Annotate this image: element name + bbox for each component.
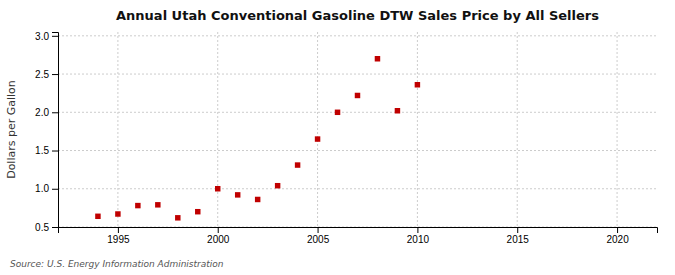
x-grid-line <box>617 32 618 227</box>
y-axis-tick-label: 1.5 <box>35 145 49 156</box>
x-axis-tick-label: 2015 <box>507 234 530 245</box>
grid <box>58 32 657 227</box>
x-axis-tick-label: 2005 <box>307 234 330 245</box>
x-axis-tick: 2010 <box>407 227 430 245</box>
x-axis: 1995 2000 2005 2010 2015 2020 <box>59 227 658 245</box>
y-axis-tick: 2.5 <box>35 69 58 80</box>
point <box>415 82 420 87</box>
x-axis-tick-mark <box>517 227 518 233</box>
y-axis-tick-label: 1.0 <box>35 183 49 194</box>
y-axis-tick-mark <box>52 36 58 37</box>
x-axis-tick-label: 2000 <box>207 234 230 245</box>
x-axis-tick-mark <box>318 227 319 233</box>
x-axis-tick-label: 2020 <box>606 234 629 245</box>
point <box>215 186 220 191</box>
x-axis-tick-mark <box>218 227 219 233</box>
x-axis-line <box>59 228 658 234</box>
x-axis-tick-mark <box>118 227 119 233</box>
point <box>335 110 340 115</box>
point <box>115 211 120 216</box>
point <box>135 203 140 208</box>
y-axis-tick: 1.5 <box>35 145 58 156</box>
x-grid-line <box>217 32 218 227</box>
point <box>155 202 160 207</box>
x-grid-line <box>317 32 318 227</box>
x-axis-tick: 1995 <box>107 227 130 245</box>
y-grid-line <box>58 150 657 151</box>
y-grid-line <box>58 188 657 189</box>
y-axis-tick-mark <box>52 74 58 75</box>
y-axis-tick-mark <box>52 227 58 228</box>
y-axis-tick: 1.0 <box>35 183 58 194</box>
x-axis-tick-label: 2010 <box>407 234 430 245</box>
chart-title: Annual Utah Conventional Gasoline DTW Sa… <box>116 8 599 23</box>
point <box>395 108 400 113</box>
y-axis-tick-label: 2.0 <box>35 107 49 118</box>
y-axis: 0.5 1.0 1.5 2.0 2.5 3.0 <box>35 31 58 233</box>
x-axis-tick-mark <box>617 227 618 233</box>
y-axis-tick: 2.0 <box>35 107 58 118</box>
point <box>95 214 100 219</box>
point <box>175 215 180 220</box>
annotation: Source: U.S. Energy Information Administ… <box>10 259 224 269</box>
x-axis-tick: 2005 <box>307 227 330 245</box>
y-axis-tick-mark <box>52 151 58 152</box>
y-grid-line <box>58 35 657 36</box>
point <box>275 183 280 188</box>
y-axis-tick: 0.5 <box>35 222 58 233</box>
y-axis-tick-label: 2.5 <box>35 69 49 80</box>
point <box>255 197 260 202</box>
y-axis-tick-mark <box>52 112 58 113</box>
x-grid-line <box>517 32 518 227</box>
x-grid-line <box>417 32 418 227</box>
y-axis-title: Dollars per Gallon <box>5 80 18 179</box>
chart-container: 1995 2000 2005 2010 2015 2020 0.5 1.0 1.5 2.0 2.5 3… <box>0 0 675 275</box>
point <box>315 136 320 141</box>
y-axis-tick-label: 0.5 <box>35 222 49 233</box>
y-axis-tick: 3.0 <box>35 31 58 42</box>
point <box>375 56 380 61</box>
point <box>195 209 200 214</box>
point <box>235 192 240 197</box>
x-axis-tick-label: 1995 <box>107 234 130 245</box>
y-axis-tick-mark <box>52 189 58 190</box>
y-axis-line <box>52 33 59 228</box>
x-axis-tick-mark <box>417 227 418 233</box>
y-axis-tick-label: 3.0 <box>35 31 49 42</box>
chart-svg: 1995 2000 2005 2010 2015 2020 0.5 1.0 1.5 2.0 2.5 3… <box>0 0 675 275</box>
points <box>95 56 420 221</box>
x-axis-tick: 2020 <box>606 227 629 245</box>
x-axis-tick: 2015 <box>507 227 530 245</box>
y-grid-line <box>58 112 657 113</box>
point <box>355 93 360 98</box>
x-grid-line <box>117 32 118 227</box>
y-grid-line <box>58 74 657 75</box>
x-axis-tick: 2000 <box>207 227 230 245</box>
plot-area: 1995 2000 2005 2010 2015 2020 0.5 1.0 1.5 2.0 2.5 3… <box>35 31 657 246</box>
point <box>295 162 300 167</box>
